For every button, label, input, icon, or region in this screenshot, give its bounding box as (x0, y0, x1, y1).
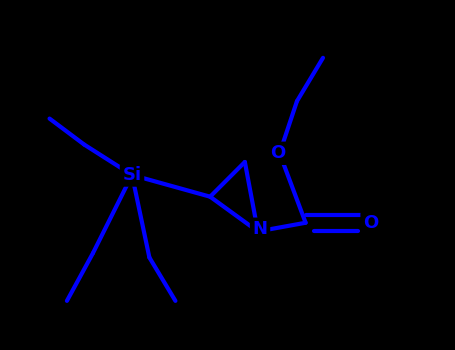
Text: Si: Si (122, 166, 142, 184)
Text: N: N (253, 220, 268, 238)
Text: O: O (270, 144, 285, 162)
Text: O: O (363, 214, 379, 232)
